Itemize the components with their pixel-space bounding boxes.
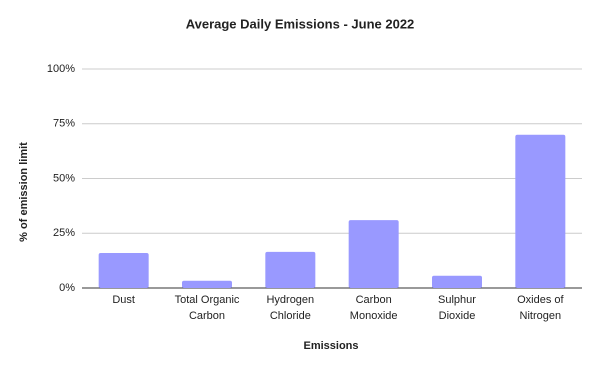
y-tick-label: 50% bbox=[53, 172, 75, 184]
x-tick-label: Carbon Monoxide bbox=[349, 294, 398, 322]
bar bbox=[265, 251, 316, 288]
bar bbox=[348, 220, 399, 288]
bar bbox=[182, 280, 232, 288]
x-tick-label: Dust bbox=[112, 294, 135, 306]
y-tick-label: 0% bbox=[59, 282, 75, 294]
y-tick-label: 25% bbox=[53, 227, 75, 239]
y-tick-label: 100% bbox=[47, 63, 75, 75]
x-tick-label: Sulphur Dioxide bbox=[438, 294, 476, 322]
y-tick-label: 75% bbox=[53, 118, 75, 130]
bar bbox=[515, 134, 566, 288]
x-tick-label: Total Organic Carbon bbox=[174, 294, 240, 322]
x-axis-label: Emissions bbox=[303, 340, 358, 352]
bar bbox=[432, 275, 482, 288]
x-tick-label: Oxides of Nitrogen bbox=[517, 294, 564, 322]
y-axis-label: % of emission limit bbox=[18, 142, 30, 242]
bar bbox=[98, 252, 149, 288]
x-tick-label: Hydrogen Chloride bbox=[266, 294, 315, 322]
chart-title: Average Daily Emissions - June 2022 bbox=[186, 16, 415, 31]
